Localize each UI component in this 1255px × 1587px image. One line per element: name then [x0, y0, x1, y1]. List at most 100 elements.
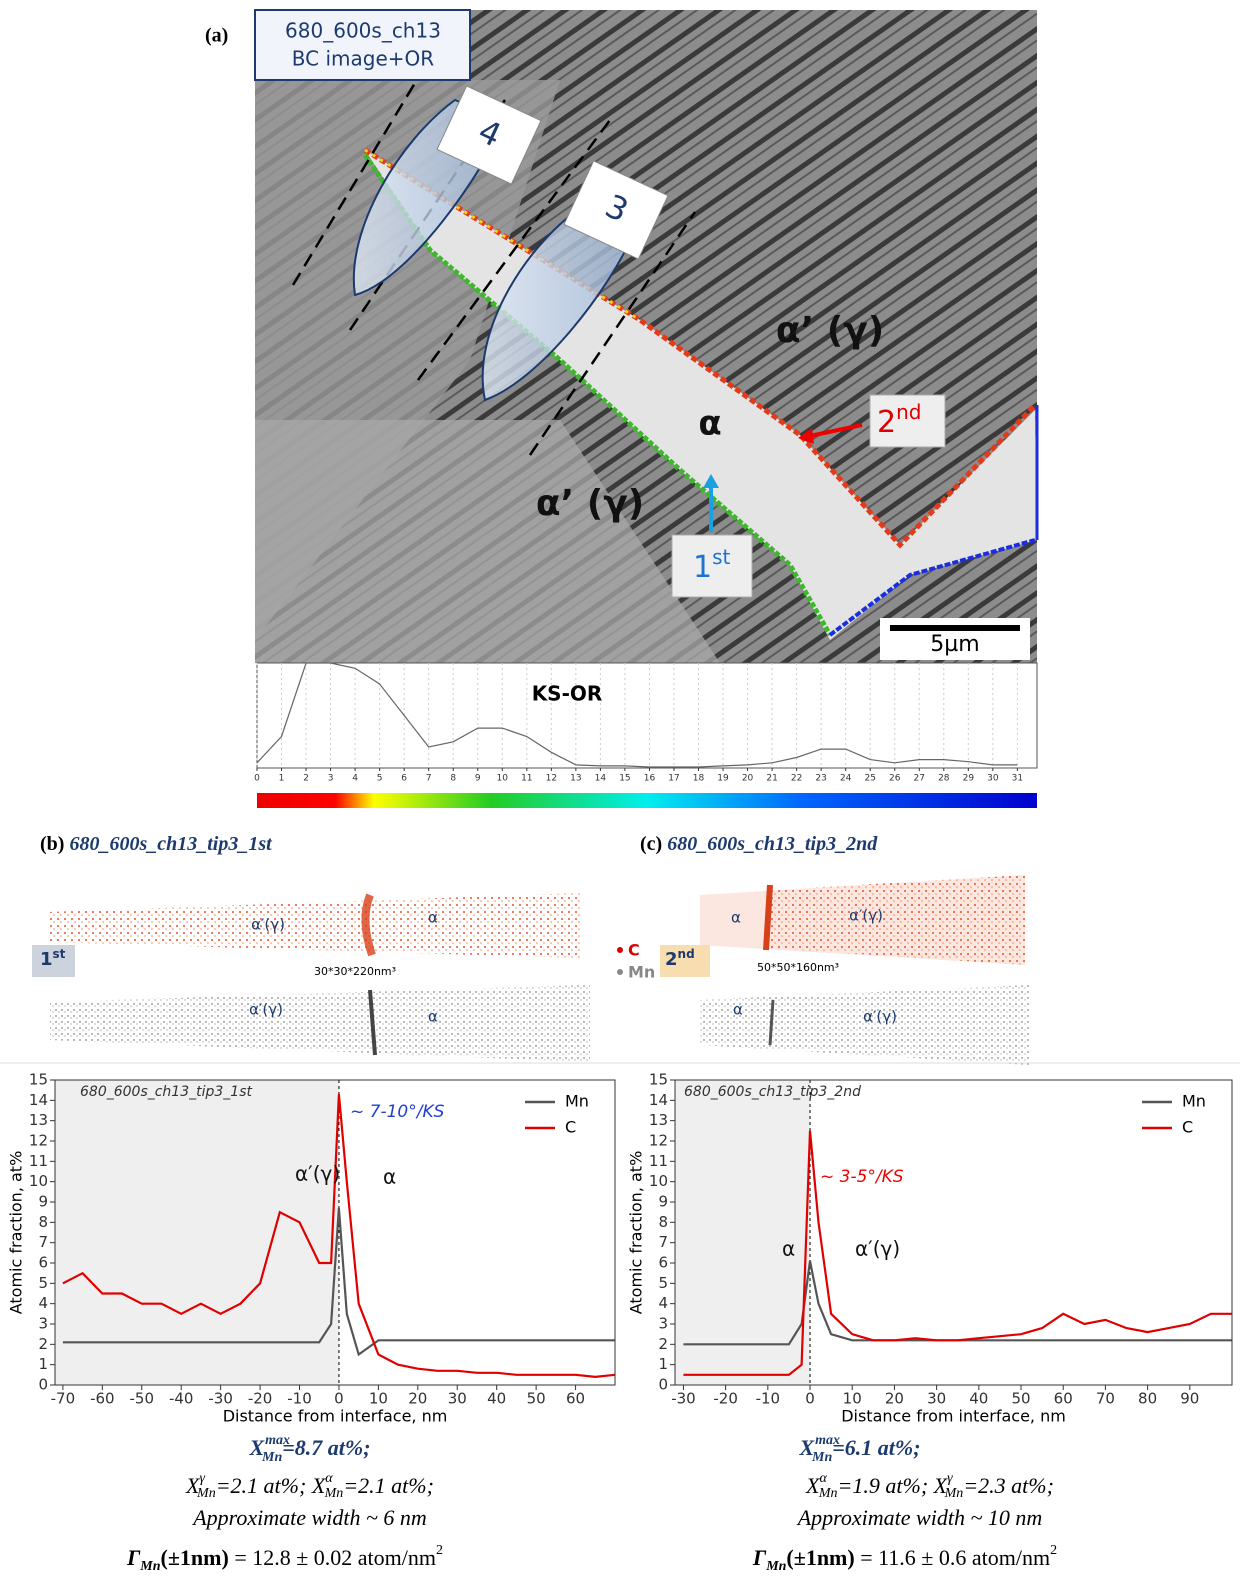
y-tick-label: 13: [649, 1111, 668, 1129]
x-mn: Xγ Mn=2.1 at%; Xα Mn=2.1 at%;: [185, 1471, 434, 1501]
map-label: α: [733, 1001, 743, 1019]
x-tick-label: 1: [279, 774, 285, 784]
x-tick-label: 15: [619, 774, 630, 784]
legend-c: C: [628, 941, 640, 960]
y-tick-label: 3: [38, 1315, 48, 1333]
x-tick-label: 24: [840, 774, 852, 784]
map-label: α′(γ): [849, 907, 883, 925]
annotation: α′(γ): [855, 1237, 900, 1261]
badge: 1st: [40, 947, 66, 971]
y-tick-label: 4: [658, 1294, 668, 1312]
y-tick-label: 7: [38, 1233, 48, 1251]
x-tick-label: 90: [1180, 1390, 1199, 1408]
x-tick-label: 25: [864, 774, 875, 784]
x-tick-label: -30: [208, 1390, 233, 1408]
y-tick-label: 3: [658, 1315, 668, 1333]
phase-label: α: [698, 404, 721, 444]
y-tick-label: 11: [649, 1152, 668, 1170]
x-tick-label: 9: [475, 774, 481, 784]
x-tick-label: 20: [742, 774, 754, 784]
x-tick-label: 20: [408, 1390, 427, 1408]
x-tick-label: 12: [546, 774, 557, 784]
x-tick-label: 10: [497, 774, 509, 784]
legend-label: Mn: [1182, 1092, 1206, 1111]
y-tick-label: 4: [38, 1294, 48, 1312]
y-axis-label: Atomic fraction, at%: [7, 1151, 26, 1315]
width: Approximate width ~ 10 nm: [796, 1505, 1043, 1530]
x-tick-label: 3: [328, 774, 334, 784]
atom-maps: [32, 875, 1030, 1065]
y-tick-label: 7: [658, 1233, 668, 1251]
x-tick-label: 11: [521, 774, 532, 784]
data-line: [62, 1208, 615, 1357]
x-tick-label: -10: [756, 1390, 781, 1408]
x-tick-label: 22: [791, 774, 802, 784]
x-tick-label: 29: [963, 774, 975, 784]
y-tick-label: 9: [38, 1193, 48, 1211]
map-label: α′(γ): [251, 916, 285, 934]
chart-title: 680_600s_ch13_tip3_2nd: [684, 1084, 861, 1100]
x-tick-label: -10: [287, 1390, 312, 1408]
annotation: α: [383, 1165, 396, 1189]
y-tick-label: 14: [29, 1091, 48, 1109]
y-tick-label: 6: [658, 1254, 668, 1272]
y-tick-label: 15: [649, 1071, 668, 1089]
x-axis-label: Distance from interface, nm: [841, 1407, 1066, 1426]
badge: 2nd: [665, 947, 695, 971]
shaded-region: [55, 1080, 339, 1385]
x-tick-label: 0: [805, 1390, 815, 1408]
x-tick-label: 16: [644, 774, 656, 784]
x-tick-label: 10: [843, 1390, 862, 1408]
y-tick-label: 2: [38, 1335, 48, 1353]
x-tick-label: 50: [527, 1390, 546, 1408]
y-tick-label: 1: [658, 1355, 668, 1373]
x-tick-label: -20: [713, 1390, 738, 1408]
arrow-label: 2nd: [877, 400, 921, 440]
x-tick-label: 30: [987, 774, 999, 784]
x-tick-label: 0: [334, 1390, 344, 1408]
histogram-frame: [256, 662, 1038, 769]
summary-c: Xmax Mn=6.1 at%; Xα Mn=1.9 at%; Xγ Mn=2.3 a…: [752, 1433, 1057, 1574]
y-axis-label: Atomic fraction, at%: [627, 1151, 646, 1315]
y-tick-label: 12: [649, 1132, 668, 1150]
xmax: Xmax Mn=6.1 at%;: [798, 1433, 920, 1465]
map-label: α: [731, 909, 741, 927]
x-tick-label: 30: [448, 1390, 467, 1408]
data-line: [62, 1094, 616, 1379]
data-line: [683, 1130, 1232, 1376]
legend-mn: Mn: [628, 963, 655, 982]
x-axis-label: Distance from interface, nm: [223, 1407, 448, 1426]
x-tick-label: 60: [1054, 1390, 1073, 1408]
x-tick-label: 40: [969, 1390, 988, 1408]
x-tick-label: 23: [815, 774, 826, 784]
x-tick-label: 2: [303, 774, 309, 784]
y-tick-label: 0: [658, 1376, 668, 1394]
xmax: Xmax Mn=8.7 at%;: [248, 1433, 370, 1465]
x-tick-label: 26: [889, 774, 901, 784]
legend-label: Mn: [565, 1092, 589, 1111]
annotation: ~ 3-5°/KS: [820, 1167, 904, 1187]
x-tick-label: 4: [352, 774, 358, 784]
x-tick-label: 10: [369, 1390, 388, 1408]
map-label: α′(γ): [863, 1008, 897, 1026]
chart-title: 680_600s_ch13_tip3_1st: [80, 1084, 252, 1100]
box-text: 680_600s_ch13: [285, 19, 441, 43]
x-tick-label: 30: [927, 1390, 946, 1408]
x-tick-label: -70: [51, 1390, 76, 1408]
x-tick-label: 13: [570, 774, 581, 784]
x-tick-label: 0: [254, 774, 260, 784]
width: Approximate width ~ 6 nm: [191, 1505, 427, 1530]
x-tick-label: 17: [668, 774, 679, 784]
volume: 50*50*160nm³: [757, 961, 839, 974]
x-tick-label: 21: [766, 774, 777, 784]
x-tick-label: 50: [1011, 1390, 1030, 1408]
shaded-region: [675, 1080, 811, 1385]
x-tick-label: 6: [401, 774, 407, 784]
x-tick-label: 5: [377, 774, 383, 784]
x-tick-label: -20: [248, 1390, 273, 1408]
summary-b: Xmax Mn=8.7 at%; Xγ Mn=2.1 at%; Xα Mn=2.1 a…: [126, 1433, 443, 1574]
y-tick-label: 12: [29, 1132, 48, 1150]
x-tick-label: -40: [169, 1390, 194, 1408]
x-tick-label: 40: [487, 1390, 506, 1408]
